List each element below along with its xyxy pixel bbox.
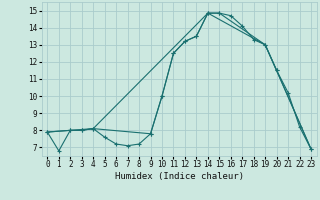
X-axis label: Humidex (Indice chaleur): Humidex (Indice chaleur) xyxy=(115,172,244,181)
